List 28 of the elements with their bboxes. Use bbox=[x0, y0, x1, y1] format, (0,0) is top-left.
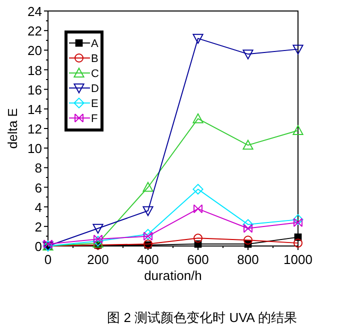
y-tick-label: 8 bbox=[34, 160, 42, 176]
legend-label: C bbox=[91, 68, 99, 80]
y-tick-label: 12 bbox=[28, 122, 42, 136]
x-tick-label: 800 bbox=[237, 252, 259, 267]
y-tick-label: 2 bbox=[34, 219, 42, 234]
y-tick-label: 14 bbox=[28, 102, 42, 117]
x-tick-label: 600 bbox=[187, 252, 209, 267]
legend-label: F bbox=[91, 113, 98, 125]
x-axis-title: duration/h bbox=[144, 268, 202, 283]
legend-label: A bbox=[91, 38, 99, 50]
legend-label: E bbox=[91, 98, 98, 110]
y-tick-label: 18 bbox=[28, 62, 42, 78]
y-tick-label: 10 bbox=[28, 141, 42, 156]
y-tick-label: 6 bbox=[34, 180, 42, 196]
x-tick-label: 0 bbox=[44, 252, 52, 267]
y-tick-label: 22 bbox=[28, 24, 42, 39]
y-axis-title: delta E bbox=[5, 108, 20, 149]
y-tick-label: 4 bbox=[34, 200, 42, 215]
x-tick-label: 1000 bbox=[284, 252, 312, 267]
caption: 图 2 测试颜色变化时 UVA 的结果 bbox=[107, 310, 297, 325]
y-tick-label: 24 bbox=[28, 4, 42, 19]
y-tick-label: 0 bbox=[34, 239, 42, 254]
x-tick-label: 400 bbox=[137, 252, 159, 267]
legend-label: D bbox=[91, 83, 99, 95]
y-tick-label: 16 bbox=[28, 82, 42, 98]
y-tick-label: 20 bbox=[28, 43, 42, 58]
legend-label: B bbox=[91, 53, 98, 65]
x-tick-label: 200 bbox=[87, 252, 109, 267]
